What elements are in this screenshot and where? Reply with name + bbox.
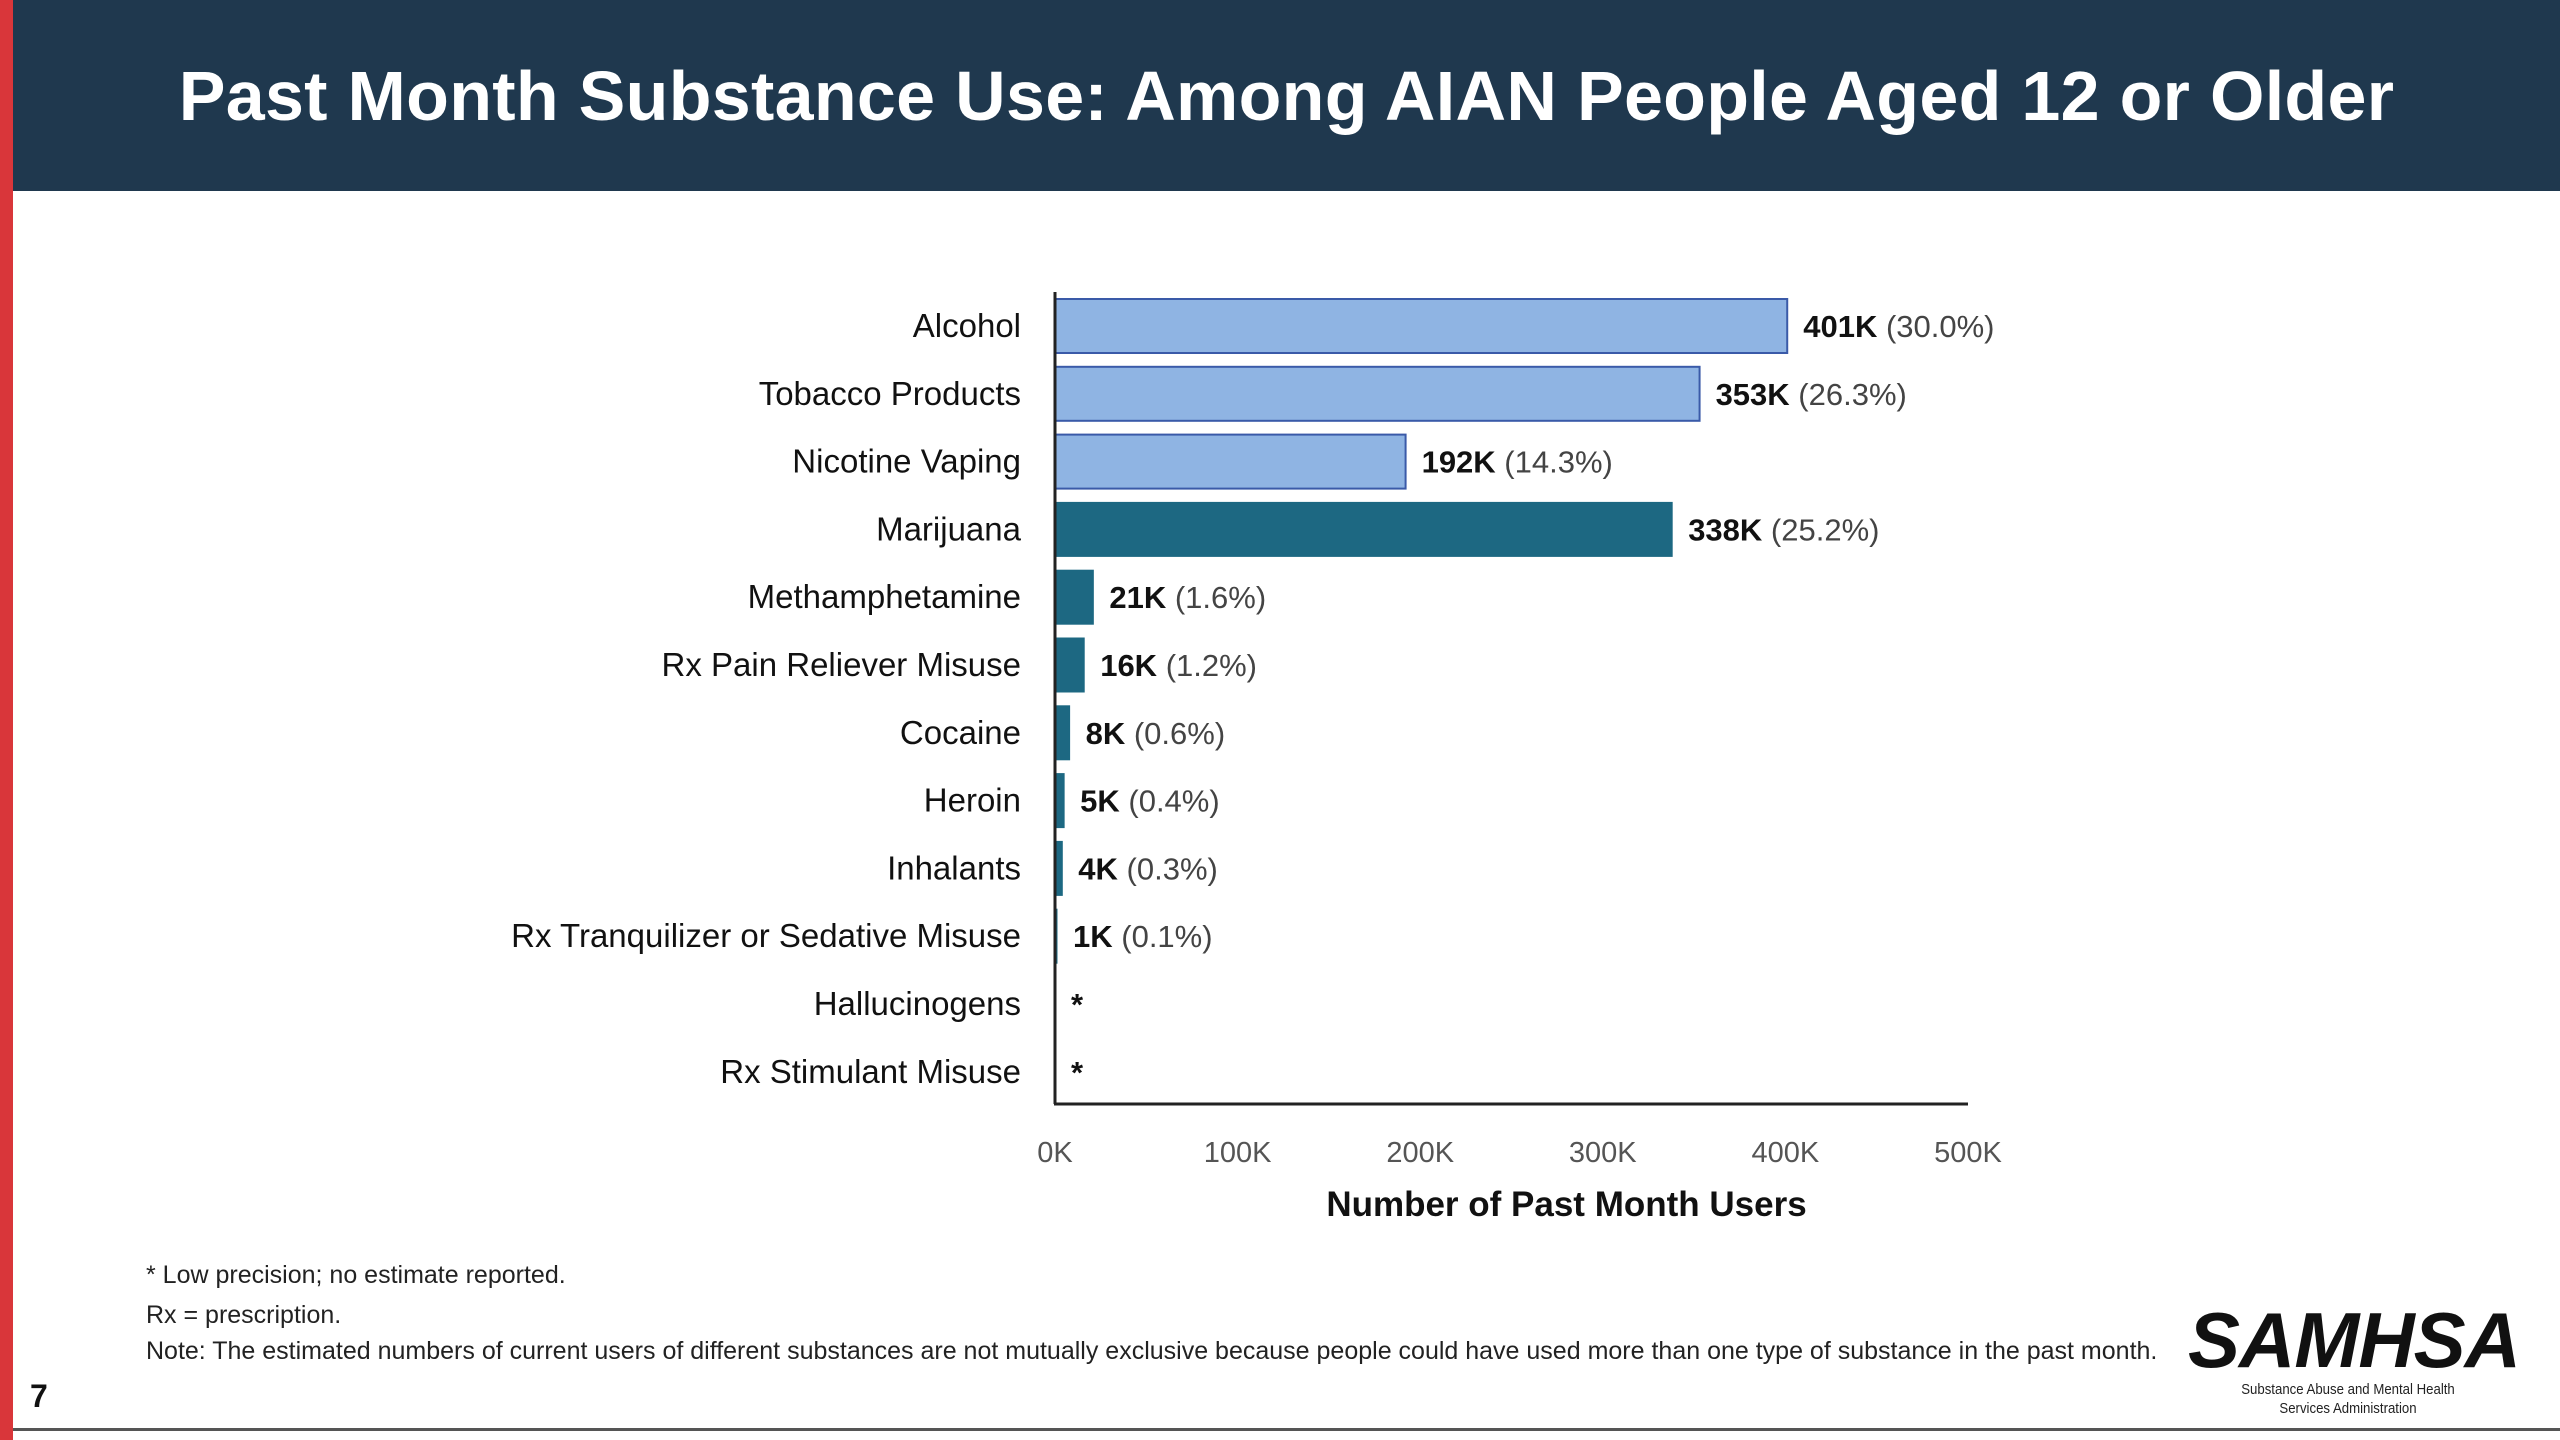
data-percent-label: (25.2%) (1762, 512, 1879, 547)
data-percent-label: (1.6%) (1166, 580, 1266, 615)
x-tick-label: 100K (1204, 1137, 1272, 1169)
category-label: Rx Tranquilizer or Sedative Misuse (511, 917, 1021, 954)
data-value-label: 21K (1109, 580, 1166, 615)
category-label: Inhalants (887, 849, 1021, 886)
data-value-label: 192K (1422, 445, 1497, 480)
data-value-label: 16K (1100, 648, 1157, 683)
data-percent-label: (0.6%) (1125, 716, 1225, 751)
page-number: 7 (30, 1378, 48, 1414)
data-label: 401K (30.0%) (1803, 309, 1994, 344)
bottom-divider (13, 1428, 2560, 1431)
footnotes: * Low precision; no estimate reported. R… (146, 1255, 2157, 1368)
bar (1054, 637, 1085, 693)
category-label: Alcohol (913, 307, 1021, 344)
data-label: * (1071, 987, 1084, 1022)
page-title: Past Month Substance Use: Among AIAN Peo… (178, 56, 2395, 135)
bar (1054, 569, 1094, 625)
category-label: Rx Pain Reliever Misuse (662, 646, 1021, 683)
bar (1054, 501, 1673, 557)
category-label: Marijuana (876, 510, 1022, 547)
category-label: Rx Stimulant Misuse (720, 1053, 1021, 1090)
logo-subtitle-line1: Substance Abuse and Mental Health (2241, 1381, 2455, 1398)
x-tick-label: 200K (1386, 1137, 1454, 1169)
data-percent-label: (30.0%) (1877, 309, 1994, 344)
data-value-label: 353K (1716, 377, 1791, 412)
footnote-note: Note: The estimated numbers of current u… (146, 1337, 2158, 1365)
bar (1054, 705, 1071, 761)
data-value-label: 338K (1688, 512, 1763, 547)
data-percent-label: (14.3%) (1496, 445, 1613, 480)
data-value-label: 8K (1086, 716, 1126, 751)
data-percent-label: (1.2%) (1157, 648, 1257, 683)
data-percent-label: (0.1%) (1113, 919, 1213, 954)
data-label: * (1071, 1055, 1084, 1090)
footnote-rx: Rx = prescription. (146, 1301, 342, 1329)
data-label: 353K (26.3%) (1716, 377, 1907, 412)
x-tick-label: 400K (1752, 1137, 1820, 1169)
data-value-label: 1K (1073, 919, 1113, 954)
bar (1054, 298, 1789, 354)
logo-wordmark: SAMHSA (2188, 1296, 2521, 1384)
category-label: Cocaine (900, 714, 1021, 751)
data-label: 192K (14.3%) (1422, 445, 1613, 480)
logo-subtitle-line2: Services Administration (2279, 1400, 2417, 1417)
category-label: Methamphetamine (748, 578, 1021, 615)
data-label: 21K (1.6%) (1109, 580, 1266, 615)
data-percent-label: (0.4%) (1120, 784, 1220, 819)
data-label: 1K (0.1%) (1073, 919, 1213, 954)
data-label: 4K (0.3%) (1078, 851, 1218, 886)
category-label: Heroin (924, 782, 1021, 819)
left-accent-bar (0, 0, 13, 1440)
data-label: 5K (0.4%) (1080, 784, 1220, 819)
x-tick-label: 500K (1934, 1137, 2002, 1169)
category-label: Nicotine Vaping (792, 443, 1021, 480)
data-percent-label: (26.3%) (1790, 377, 1907, 412)
x-tick-label: 0K (1037, 1137, 1073, 1169)
bar (1054, 433, 1407, 490)
data-label: 8K (0.6%) (1086, 716, 1226, 751)
x-axis-title: Number of Past Month Users (1326, 1185, 1806, 1224)
category-label: Tobacco Products (759, 375, 1021, 412)
footnote-low-precision: * Low precision; no estimate reported. (146, 1261, 566, 1289)
data-value-label: 401K (1803, 309, 1878, 344)
x-tick-label: 300K (1569, 1137, 1637, 1169)
data-value-label: 5K (1080, 784, 1120, 819)
samhsa-logo: SAMHSA Substance Abuse and Mental Health… (2188, 1296, 2521, 1418)
data-percent-label: (0.3%) (1118, 851, 1218, 886)
header-banner (13, 0, 2560, 191)
data-value-label: * (1071, 1055, 1084, 1090)
data-label: 338K (25.2%) (1688, 512, 1879, 547)
bar (1054, 365, 1701, 422)
category-label: Hallucinogens (814, 985, 1021, 1022)
data-value-label: * (1071, 987, 1084, 1022)
data-value-label: 4K (1078, 851, 1118, 886)
data-label: 16K (1.2%) (1100, 648, 1257, 683)
